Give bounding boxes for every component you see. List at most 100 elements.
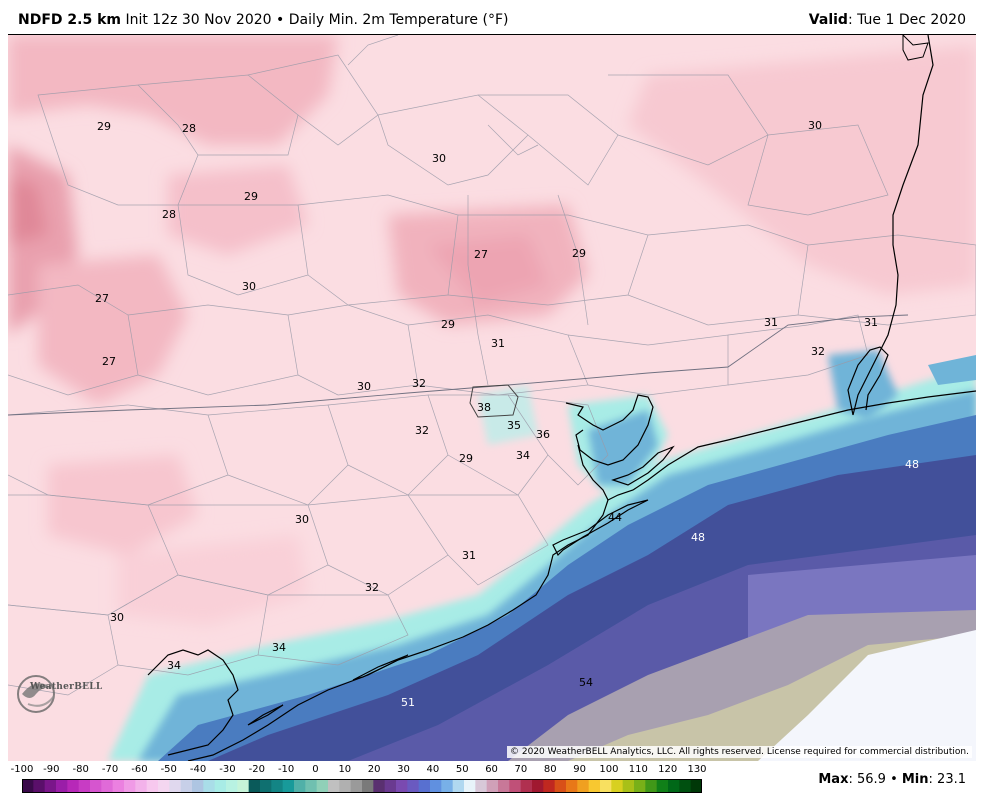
- colorbar-tick-label: -10: [277, 764, 295, 775]
- colorbar-swatch: [56, 779, 68, 793]
- colorbar-tick-label: -40: [189, 764, 207, 775]
- colorbar-swatch: [124, 779, 136, 793]
- temperature-label: 28: [182, 122, 196, 135]
- map-panel: 29 28 30 30 29 28 27 29 27 30 29 31 31 31 32 27 30 32 38 35…: [8, 34, 976, 761]
- map-title: NDFD 2.5 km Init 12z 30 Nov 2020 • Daily…: [18, 12, 508, 28]
- max-label: Max: [818, 772, 849, 787]
- temperature-label: 34: [167, 659, 181, 672]
- temperature-label: 38: [477, 401, 491, 414]
- colorbar-swatch: [611, 779, 624, 793]
- colorbar-tick-label: 10: [338, 764, 352, 775]
- colorbar-swatch: [260, 779, 272, 793]
- copyright-notice: © 2020 WeatherBELL Analytics, LLC. All r…: [507, 746, 972, 758]
- product-name: NDFD 2.5 km: [18, 12, 121, 28]
- gulf-temperature-bands: [108, 350, 976, 761]
- colorbar-tick-label: 50: [455, 764, 469, 775]
- temperature-label: 27: [102, 355, 116, 368]
- temperature-label: 30: [242, 280, 256, 293]
- colorbar-swatch: [566, 779, 578, 793]
- colorbar-tick-label: 90: [573, 764, 586, 775]
- temperature-label: 30: [357, 380, 371, 393]
- colorbar-swatch: [634, 779, 646, 793]
- temperature-label: 32: [415, 424, 429, 437]
- colorbar-labels: -100 -90 -80 -70 -60 -50 -40 -30 -20 -10 0 10 20 30 40…: [0, 764, 984, 778]
- county-borders: [8, 35, 976, 696]
- colorbar-swatch: [203, 779, 216, 793]
- temperature-label: 35: [507, 419, 521, 432]
- colorbar-tick-label: 0: [312, 764, 319, 775]
- colorbar-swatch: [622, 779, 635, 793]
- coastline: [147, 346, 976, 761]
- colorbar-swatch: [362, 779, 374, 793]
- colorbar-swatch: [214, 779, 227, 793]
- temperature-label: 32: [811, 345, 825, 358]
- colorbar-tick-label: -30: [219, 764, 236, 775]
- colorbar-swatch: [441, 779, 454, 793]
- colorbar-swatch: [282, 779, 295, 793]
- colorbar-tick-label: 130: [687, 764, 707, 775]
- colorbar-tick-label: 70: [514, 764, 528, 775]
- colorbar-swatch: [316, 779, 329, 793]
- colorbar-swatch: [237, 779, 250, 793]
- temperature-label: 29: [441, 318, 455, 331]
- colorbar-swatch: [498, 779, 510, 793]
- colorbar-swatch: [645, 779, 658, 793]
- colorbar-swatch: [180, 779, 193, 793]
- colorbar-swatch: [271, 779, 284, 793]
- colorbar-swatch: [600, 779, 612, 793]
- colorbar-swatch: [78, 779, 91, 793]
- logo-text: WeatherBELL: [30, 682, 103, 692]
- min-value: : 23.1: [928, 772, 966, 787]
- colorbar-swatch: [373, 779, 386, 793]
- colorbar-tick-label: 100: [599, 764, 619, 775]
- colorbar-swatch: [407, 779, 420, 793]
- temperature-label: 48: [691, 531, 705, 544]
- colorbar-tick-label: -100: [10, 764, 34, 775]
- colorbar-swatch: [520, 779, 533, 793]
- valid-label: Valid: [808, 12, 848, 28]
- cold-patches: [8, 35, 976, 625]
- temperature-colorbar: [22, 779, 702, 793]
- colorbar-swatch: [509, 779, 522, 793]
- colorbar-swatch: [67, 779, 80, 793]
- field-name: Daily Min. 2m Temperature (°F): [288, 12, 509, 28]
- max-value: : 56.9: [848, 772, 886, 787]
- colorbar-swatch: [101, 779, 114, 793]
- temperature-label: 27: [95, 292, 109, 305]
- metro-outline: [469, 384, 519, 418]
- colorbar-tick-label: -20: [248, 764, 265, 775]
- temperature-label: 48: [905, 458, 919, 471]
- colorbar-swatch: [486, 779, 499, 793]
- colorbar-tick-label: 30: [397, 764, 410, 775]
- colorbar-swatch: [430, 779, 442, 793]
- temperature-labels: 29 28 30 30 29 28 27 29 27 30 29 31 31 31 32 27 30 32 38 35…: [95, 119, 919, 709]
- colorbar-tick-label: 110: [628, 764, 648, 775]
- temperature-label: 30: [110, 611, 124, 624]
- colorbar-swatch: [690, 779, 702, 793]
- temperature-label: 51: [401, 696, 415, 709]
- colorbar-swatch: [294, 779, 306, 793]
- colorbar-swatch: [532, 779, 544, 793]
- weatherbell-logo-icon: [17, 675, 55, 713]
- temperature-label: 27: [474, 248, 488, 261]
- colorbar-swatch: [577, 779, 590, 793]
- colorbar-swatch: [554, 779, 567, 793]
- colorbar-tick-label: -90: [43, 764, 60, 775]
- colorbar-swatch: [146, 779, 159, 793]
- colorbar-swatch: [339, 779, 352, 793]
- temperature-label: 54: [579, 676, 593, 689]
- colorbar-swatch: [475, 779, 488, 793]
- colorbar-swatch: [656, 779, 669, 793]
- temperature-label: 34: [272, 641, 286, 654]
- colorbar-swatch: [588, 779, 601, 793]
- colorbar-swatch: [668, 779, 680, 793]
- temperature-map: 29 28 30 30 29 28 27 29 27 30 29 31 31 31 32 27 30 32 38 35…: [8, 35, 976, 761]
- colorbar-swatch: [396, 779, 408, 793]
- colorbar-swatch: [90, 779, 102, 793]
- map-header: NDFD 2.5 km Init 12z 30 Nov 2020 • Daily…: [0, 0, 984, 34]
- min-label: Min: [901, 772, 929, 787]
- colorbar-tick-label: -60: [131, 764, 148, 775]
- colorbar-swatch: [158, 779, 170, 793]
- colorbar-swatch: [464, 779, 476, 793]
- init-time: Init 12z 30 Nov 2020: [125, 12, 272, 28]
